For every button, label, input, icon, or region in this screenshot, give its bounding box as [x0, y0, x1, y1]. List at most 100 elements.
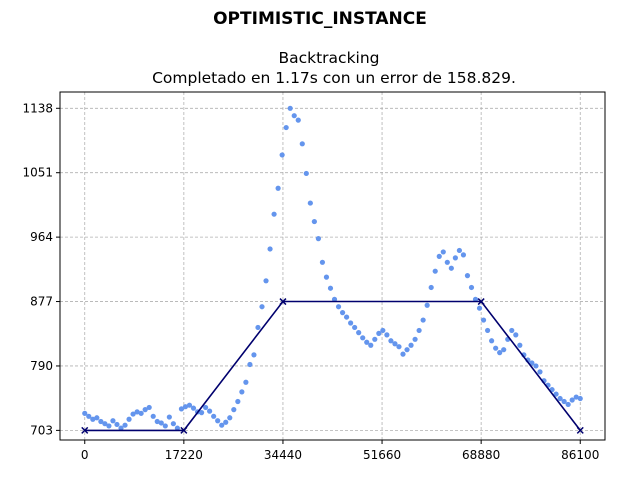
data-point	[227, 415, 233, 421]
data-point	[102, 421, 108, 427]
data-point	[162, 423, 168, 429]
data-point	[138, 410, 144, 416]
data-point	[464, 273, 471, 279]
data-point	[279, 152, 285, 158]
data-point	[174, 425, 181, 431]
y-axis: 703 790 877 964 1051 1138	[22, 101, 60, 437]
data-point	[319, 259, 326, 265]
data-point	[493, 345, 499, 351]
data-point	[569, 397, 575, 403]
data-point	[565, 401, 571, 408]
data-point	[557, 395, 563, 402]
fit-line-vertex	[180, 426, 188, 434]
chart-title-line-1: Backtracking	[278, 49, 379, 67]
data-point	[364, 339, 370, 345]
data-point	[384, 332, 390, 338]
data-point	[223, 419, 229, 425]
data-point	[90, 416, 96, 422]
data-point	[416, 327, 422, 334]
y-tick-label: 964	[30, 230, 53, 244]
data-point	[146, 404, 152, 411]
data-point	[360, 335, 366, 341]
data-point	[178, 406, 185, 412]
data-point	[456, 247, 462, 254]
data-point	[331, 296, 338, 302]
fit-line-vertex	[477, 298, 485, 306]
data-point	[235, 398, 241, 405]
data-point	[247, 361, 253, 368]
data-point	[432, 268, 438, 274]
x-tick-label: 0	[81, 448, 89, 462]
data-point	[529, 360, 535, 366]
data-point	[170, 421, 176, 427]
data-point	[452, 255, 458, 261]
data-point	[198, 410, 205, 416]
data-point	[573, 394, 579, 400]
data-point	[343, 314, 350, 320]
data-point	[428, 284, 434, 291]
data-point	[468, 284, 475, 291]
data-point	[368, 342, 374, 348]
data-point	[287, 105, 293, 111]
data-point	[283, 124, 289, 131]
data-point	[476, 305, 483, 311]
data-point	[186, 402, 193, 408]
grid	[60, 92, 605, 440]
data-point	[142, 407, 148, 413]
y-tick-label: 1138	[22, 101, 53, 115]
data-point	[303, 170, 309, 177]
data-point	[509, 327, 515, 334]
data-point	[480, 317, 487, 323]
data-point	[444, 259, 450, 265]
data-point	[239, 389, 245, 395]
data-point	[472, 296, 479, 302]
data-point	[356, 330, 362, 336]
x-axis: 0 17220 34440 51660 68880 86100	[81, 440, 599, 462]
x-tick-label: 51660	[363, 448, 401, 462]
data-point	[489, 338, 495, 344]
data-point	[94, 415, 100, 421]
data-point	[275, 185, 281, 191]
data-point	[182, 404, 189, 410]
data-point	[82, 410, 88, 416]
data-point	[577, 395, 583, 402]
data-point	[267, 246, 273, 252]
data-point	[126, 416, 132, 422]
data-point	[533, 363, 539, 369]
data-point	[396, 344, 402, 350]
data-point	[553, 391, 559, 397]
data-point	[311, 218, 317, 225]
data-point	[118, 425, 124, 431]
data-point	[420, 317, 426, 323]
data-point	[448, 265, 454, 271]
data-point	[348, 320, 354, 326]
data-point	[130, 411, 136, 417]
data-point	[255, 324, 261, 331]
data-point	[243, 379, 249, 385]
x-tick-label: 68880	[462, 448, 500, 462]
data-point	[86, 413, 92, 419]
y-tick-label: 1051	[22, 166, 53, 180]
data-point	[122, 422, 128, 428]
data-point	[263, 278, 269, 284]
x-tick-label: 86100	[561, 448, 599, 462]
data-point	[436, 253, 442, 259]
data-point	[219, 422, 225, 428]
data-point	[440, 249, 446, 255]
plot-marks	[81, 105, 584, 434]
data-point	[380, 327, 386, 334]
data-point	[291, 113, 297, 119]
data-point	[158, 420, 164, 426]
data-point	[207, 408, 213, 414]
fit-line-vertex	[576, 426, 584, 434]
data-point	[98, 418, 104, 425]
data-point	[106, 423, 112, 429]
data-point	[307, 200, 313, 206]
data-point	[497, 350, 503, 356]
data-point	[517, 342, 523, 348]
fit-line-vertex	[279, 298, 287, 306]
data-point	[166, 414, 172, 420]
data-point	[408, 342, 414, 348]
chart-suptitle: OPTIMISTIC_INSTANCE	[213, 9, 427, 29]
